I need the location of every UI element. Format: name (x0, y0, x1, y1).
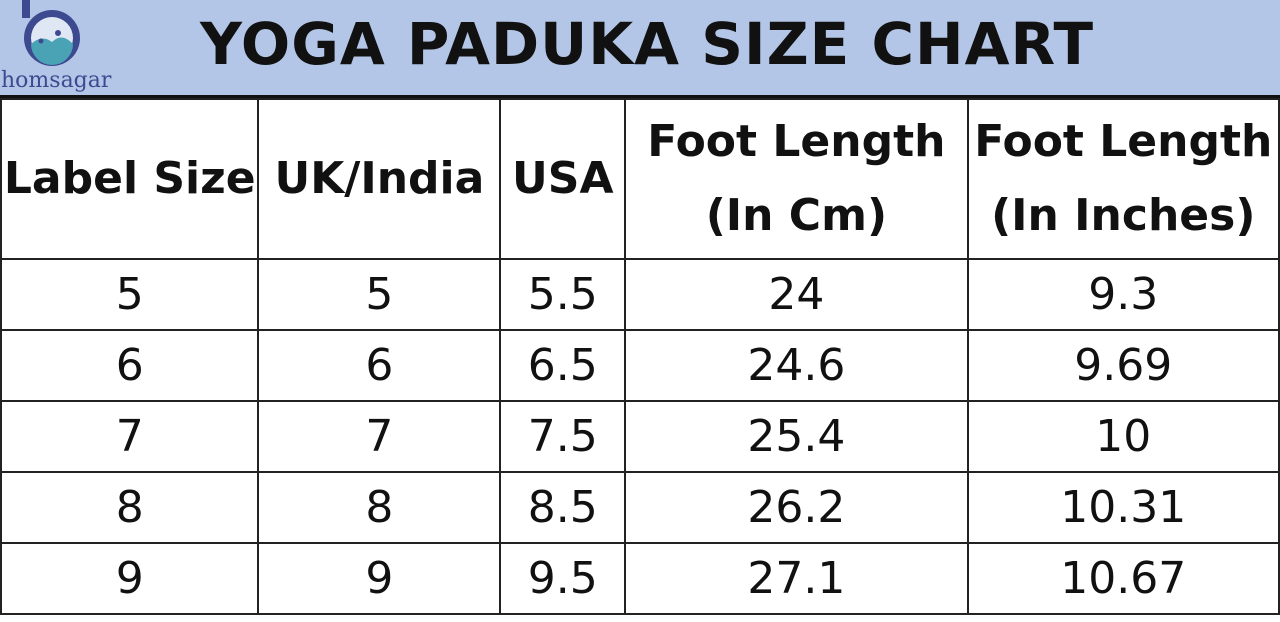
table-row: 8 8 8.5 26.2 10.31 (0, 471, 1280, 544)
homsagar-logo: homsagar (0, 0, 120, 100)
logo-text: homsagar (1, 68, 112, 93)
table-cell: 10.31 (966, 471, 1280, 544)
title-banner: homsagar YOGA PADUKA SIZE CHART (0, 0, 1280, 98)
header-uk-india: UK/India (257, 98, 502, 260)
table-cell: 9 (257, 542, 502, 615)
table-cell: 25.4 (624, 400, 969, 473)
header-foot-length-cm: Foot Length (In Cm) (624, 98, 969, 260)
size-chart-table: Label Size UK/India USA Foot Length (In … (0, 98, 1280, 615)
table-cell: 5.5 (499, 258, 627, 331)
header-label-size: Label Size (0, 98, 260, 260)
header-row: Label Size UK/India USA Foot Length (In … (0, 98, 1280, 260)
table-cell: 6 (0, 329, 260, 402)
table-row: 6 6 6.5 24.6 9.69 (0, 329, 1280, 402)
logo-icon (22, 0, 80, 66)
table-cell: 7 (257, 400, 502, 473)
table-cell: 10 (966, 400, 1280, 473)
table-cell: 6.5 (499, 329, 627, 402)
table-cell: 5 (0, 258, 260, 331)
table-row: 9 9 9.5 27.1 10.67 (0, 542, 1280, 615)
table-cell: 9.3 (966, 258, 1280, 331)
table-cell: 7.5 (499, 400, 627, 473)
table-cell: 24 (624, 258, 969, 331)
table-row: 5 5 5.5 24 9.3 (0, 258, 1280, 331)
table-cell: 27.1 (624, 542, 969, 615)
table-cell: 5 (257, 258, 502, 331)
table-cell: 8.5 (499, 471, 627, 544)
table-cell: 9.69 (966, 329, 1280, 402)
table-cell: 9.5 (499, 542, 627, 615)
table-cell: 26.2 (624, 471, 969, 544)
table-cell: 7 (0, 400, 260, 473)
page-title: YOGA PADUKA SIZE CHART (200, 10, 1095, 78)
table-cell: 9 (0, 542, 260, 615)
header-usa: USA (499, 98, 627, 260)
table-cell: 24.6 (624, 329, 969, 402)
table-cell: 6 (257, 329, 502, 402)
table-row: 7 7 7.5 25.4 10 (0, 400, 1280, 473)
table-cell: 8 (0, 471, 260, 544)
table-cell: 10.67 (966, 542, 1280, 615)
table-cell: 8 (257, 471, 502, 544)
header-foot-length-inches: Foot Length (In Inches) (966, 98, 1280, 260)
